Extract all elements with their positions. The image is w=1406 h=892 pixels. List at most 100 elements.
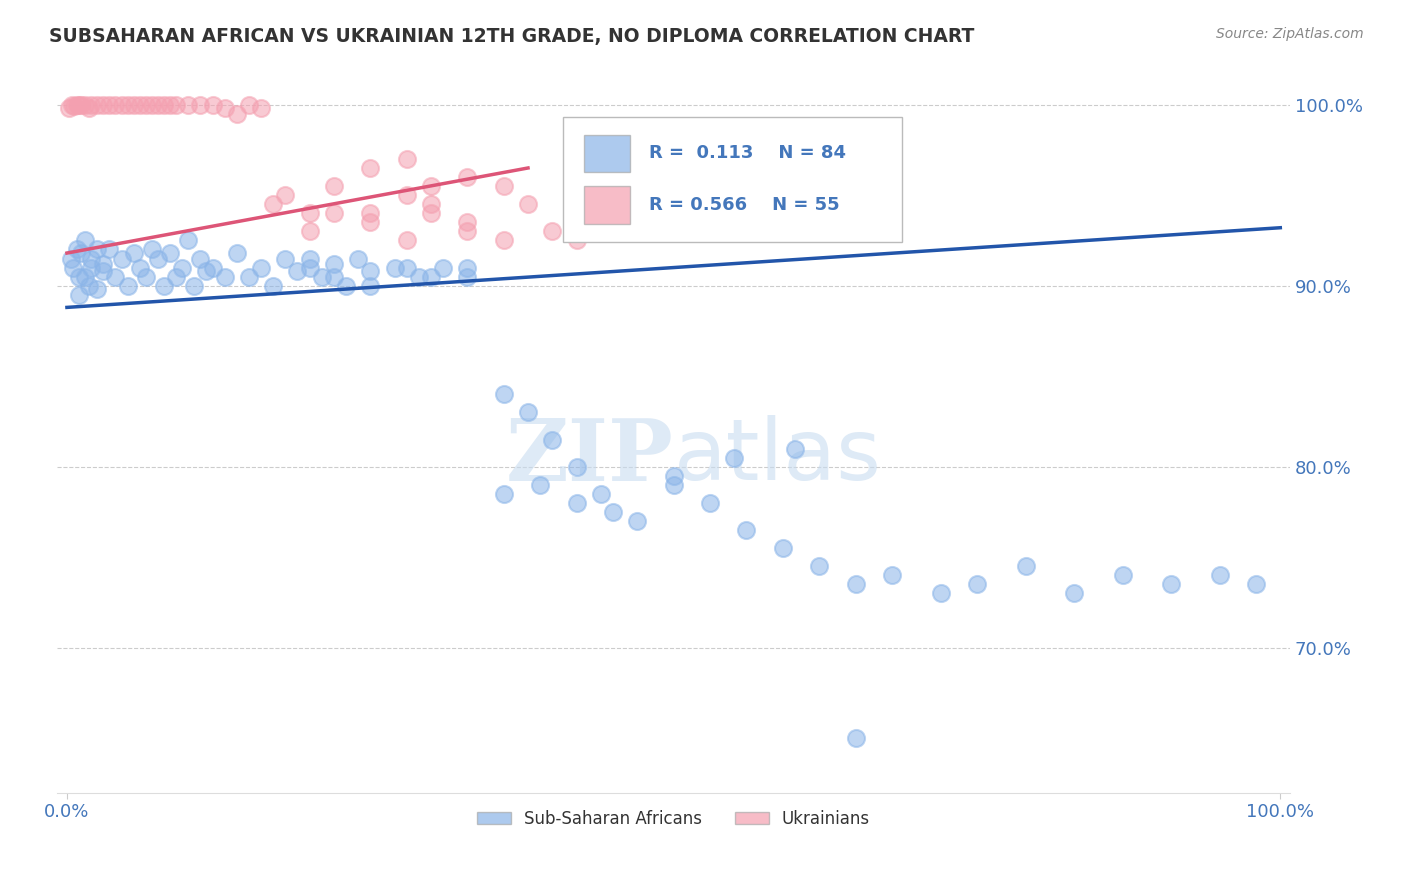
Point xyxy=(91,264,114,278)
Point xyxy=(59,252,82,266)
Point xyxy=(565,234,588,248)
Point xyxy=(86,97,108,112)
Point xyxy=(122,97,145,112)
Bar xyxy=(583,135,630,172)
Point xyxy=(298,252,321,266)
Point xyxy=(456,224,478,238)
Point xyxy=(359,206,381,220)
Point xyxy=(98,243,121,257)
Point xyxy=(298,206,321,220)
Point xyxy=(322,179,344,194)
Point xyxy=(492,487,515,501)
Point xyxy=(845,731,868,746)
Point xyxy=(141,97,163,112)
Point xyxy=(492,387,515,401)
Point xyxy=(128,97,150,112)
Point xyxy=(195,264,218,278)
Point xyxy=(517,197,540,211)
Point xyxy=(77,278,100,293)
Point xyxy=(183,278,205,293)
Point xyxy=(146,97,169,112)
Point xyxy=(75,97,97,112)
Point xyxy=(298,224,321,238)
Point xyxy=(662,468,685,483)
Point xyxy=(565,459,588,474)
Point xyxy=(238,269,260,284)
Point xyxy=(626,514,648,528)
Point xyxy=(262,278,284,293)
Point xyxy=(529,478,551,492)
Point xyxy=(135,269,157,284)
Point xyxy=(104,97,127,112)
Point xyxy=(420,206,443,220)
Point xyxy=(322,257,344,271)
Point xyxy=(91,257,114,271)
Point xyxy=(808,559,831,574)
Point xyxy=(80,260,103,275)
Point xyxy=(395,260,418,275)
Point xyxy=(662,478,685,492)
Point xyxy=(190,252,212,266)
Point xyxy=(335,278,357,293)
Point xyxy=(311,269,333,284)
Point xyxy=(225,106,247,120)
Point xyxy=(359,215,381,229)
Point xyxy=(492,179,515,194)
Point xyxy=(86,282,108,296)
Point xyxy=(58,101,80,115)
Point xyxy=(589,487,612,501)
Text: Source: ZipAtlas.com: Source: ZipAtlas.com xyxy=(1216,27,1364,41)
Point xyxy=(117,97,139,112)
Text: ZIP: ZIP xyxy=(506,415,673,499)
Point xyxy=(110,252,132,266)
Legend: Sub-Saharan Africans, Ukrainians: Sub-Saharan Africans, Ukrainians xyxy=(471,803,877,834)
FancyBboxPatch shape xyxy=(562,117,901,242)
Point xyxy=(322,206,344,220)
Point xyxy=(177,97,200,112)
Point xyxy=(783,442,806,456)
Point xyxy=(62,260,84,275)
Point xyxy=(541,224,564,238)
Point xyxy=(1244,577,1267,591)
Point xyxy=(408,269,430,284)
Point xyxy=(456,215,478,229)
Point xyxy=(214,101,236,115)
Point xyxy=(517,405,540,419)
Point xyxy=(384,260,406,275)
Point xyxy=(456,269,478,284)
Point xyxy=(141,243,163,257)
Point xyxy=(880,568,903,582)
Point xyxy=(966,577,988,591)
Point xyxy=(117,278,139,293)
Point xyxy=(172,260,194,275)
Point xyxy=(602,505,624,519)
Point xyxy=(122,246,145,260)
Point xyxy=(190,97,212,112)
Point xyxy=(153,278,176,293)
Point xyxy=(359,278,381,293)
Point xyxy=(67,97,90,112)
Point xyxy=(723,450,745,465)
Point xyxy=(75,269,97,284)
Point xyxy=(80,252,103,266)
Point xyxy=(146,252,169,266)
Point xyxy=(395,152,418,166)
Point xyxy=(201,260,224,275)
Point xyxy=(432,260,454,275)
Point xyxy=(929,586,952,600)
Point xyxy=(772,541,794,556)
Point xyxy=(287,264,309,278)
Point xyxy=(274,252,297,266)
Point xyxy=(66,243,89,257)
Point xyxy=(1063,586,1085,600)
Point xyxy=(177,234,200,248)
Text: atlas: atlas xyxy=(673,415,882,498)
Point xyxy=(67,269,90,284)
Point xyxy=(104,269,127,284)
Point xyxy=(420,197,443,211)
Point xyxy=(1111,568,1133,582)
Point xyxy=(75,234,97,248)
Point xyxy=(159,246,181,260)
Point xyxy=(420,269,443,284)
Point xyxy=(201,97,224,112)
